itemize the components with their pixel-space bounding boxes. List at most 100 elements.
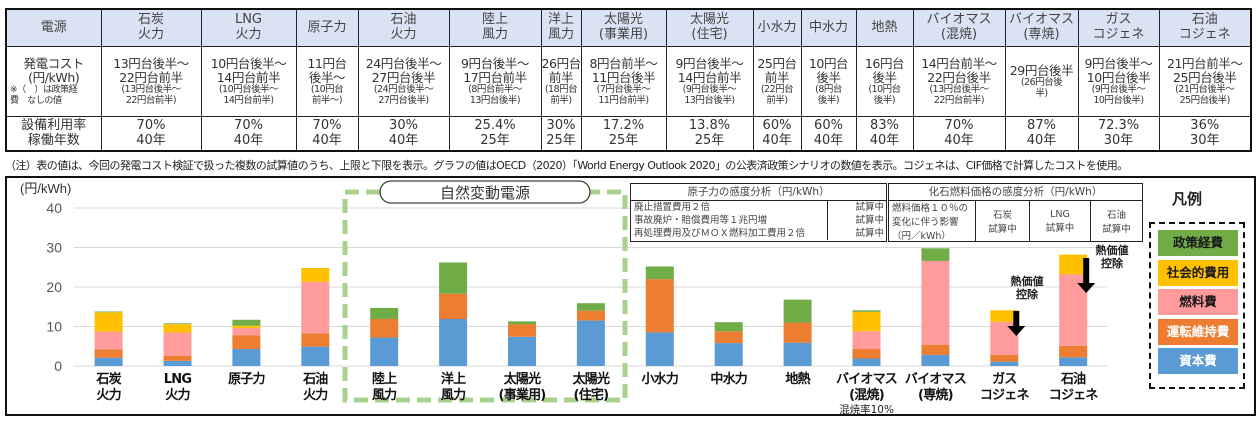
rate-cell: 72.3% 30年 [1077, 116, 1160, 152]
bar-segment-capital [508, 336, 536, 366]
sensitivity-row: 廃止措置費用２倍 試算中 [631, 201, 886, 214]
fuel-value: 試算中 [1045, 222, 1075, 234]
rate-value: 70% [136, 117, 166, 133]
header-text: 太陽光 [603, 12, 643, 28]
cost-range: 9円台後半〜 [675, 55, 744, 71]
rate-value: 25年 [480, 132, 510, 148]
category-label: LNG [164, 372, 192, 387]
bar-segment-social [1059, 254, 1088, 275]
y-axis-label: (円/kWh) [20, 181, 71, 196]
fuel-value: 試算中 [988, 224, 1017, 235]
header-text: 石油 [390, 12, 417, 28]
cost-range-no-policy: 22円台前半) [125, 94, 177, 106]
header-text: 火力 [137, 27, 164, 42]
header-cell: 太陽光 (事業用) [580, 8, 667, 47]
fossil-col-oil: 石油 試算中 [1091, 201, 1142, 241]
header-text: 火力 [235, 27, 262, 42]
bar-segment-policy [852, 310, 881, 312]
cost-range-no-policy: 22円台前半) [933, 94, 985, 106]
category-label: (事業用) [499, 387, 546, 403]
cost-unit: (円/kWh) [28, 70, 80, 86]
bar-segment-fuel [163, 332, 192, 356]
group-label-pill [379, 180, 591, 204]
category-label: 石炭 [95, 371, 121, 387]
rate-cell: 70% 40年 [912, 116, 1006, 152]
down-arrow-icon [1077, 283, 1096, 293]
bar-segment-capital [645, 332, 674, 366]
header-cell: バイオマス (混焼) [912, 8, 1006, 47]
bar-segment-capital [576, 320, 605, 366]
cost-range-no-policy: 前半) [766, 94, 788, 106]
cost-label: 発電コスト [23, 56, 84, 72]
cost-range: 9円台後半〜 [460, 55, 530, 71]
category-label: 小水力 [641, 371, 678, 387]
category-label: ガス [992, 372, 1017, 387]
bar-segment-social [301, 268, 330, 282]
header-text: 石炭 [137, 12, 164, 28]
header-text: 小水力 [757, 19, 797, 35]
bar-segment-policy [508, 321, 536, 325]
bar-segment-social [94, 312, 123, 332]
cost-range: 22円台前半 [119, 69, 183, 85]
cost-range-no-policy: (8円台前半〜 [468, 83, 522, 95]
bar-segment-capital [163, 360, 192, 366]
header-cell: 中水力 [800, 8, 857, 47]
y-tick-label: 20 [46, 279, 62, 295]
y-tick-label: 40 [46, 200, 62, 216]
bar-segment-policy [783, 299, 812, 323]
group-label: 自然変動電源 [440, 184, 530, 202]
rate-cell: 60% 40年 [752, 116, 802, 152]
y-tick-label: 10 [46, 319, 62, 335]
bar-segment-om [645, 279, 674, 333]
cost-range-no-policy: (13円台後半〜 [929, 83, 989, 95]
cost-range-no-policy: 半) [1035, 87, 1048, 99]
fossil-sensitivity-title: 化石燃料価格の感度分析（円/kWh） [889, 184, 1142, 201]
rate-cell: 87% 40年 [1004, 116, 1079, 152]
bar-segment-om [439, 293, 468, 319]
rate-value: 87% [1027, 117, 1056, 133]
bar-segment-social [852, 311, 881, 332]
fossil-col-coal: 石炭 試算中 [976, 201, 1030, 241]
rate-value: 70% [944, 117, 974, 133]
rate-row: 設備利用率 稼働年数 70% 40年 70% 40年 70% 40年 30% 40年 25.4%… [5, 116, 1252, 152]
header-row: 電源 石炭 火力 LNG 火力 原子力 石油 火力 陸上 風力 洋上 風力 太陽光 (事業用) 太陽光 (住… [5, 8, 1252, 47]
header-text: ガス [1105, 12, 1132, 28]
header-cell: 洋上 風力 [540, 8, 582, 47]
cost-range-no-policy: (7円台後半〜 [596, 83, 651, 95]
rate-value: 25年 [608, 132, 639, 148]
cost-range: 前半 [764, 69, 790, 85]
cost-range: 前半 [548, 69, 574, 85]
rate-value: 30年 [1189, 132, 1220, 148]
category-label: (混焼) [849, 387, 884, 403]
heat-value-label: 控除 [1016, 287, 1039, 301]
cost-range: 16円台 [864, 55, 905, 71]
cost-range-no-policy: (18円台 [544, 83, 578, 95]
rate-value: 70% [312, 117, 342, 133]
fossil-col-lng: LNG 試算中 [1030, 201, 1091, 241]
rate-value: 40年 [233, 132, 264, 148]
category-label: 風力 [372, 387, 397, 403]
bar-segment-policy [439, 262, 468, 294]
arrow-shaft [1083, 258, 1090, 284]
cost-range-no-policy: 13円台後半) [469, 94, 521, 106]
rate-label-cell: 設備利用率 稼働年数 [5, 116, 102, 152]
header-cell: 原子力 [295, 8, 359, 47]
footnote: （注）表の値は、今回の発電コスト検証で扱った複数の試算値のうち、上限と下限を表示… [5, 159, 1128, 172]
header-text: (専焼) [1023, 27, 1060, 42]
fuel-name: 石炭 [992, 210, 1012, 221]
bar-segment-capital [439, 318, 468, 366]
cost-range-no-policy: (13円台後半〜 [121, 83, 181, 95]
heat-value-label: 熱価値 [1096, 243, 1129, 257]
category-label: 洋上 [441, 371, 466, 387]
bar-segment-capital [370, 337, 399, 366]
cost-cell: 8円台前半〜 11円台後半 (7円台後半〜 11円台前半) [580, 46, 667, 117]
rate-value: 40年 [762, 132, 792, 148]
rate-cell: 25.4% 25年 [448, 116, 542, 152]
header-text: 風力 [547, 27, 574, 42]
rate-cell: 30% 25年 [540, 116, 582, 152]
cost-range: 8円台前半〜 [589, 55, 658, 71]
cost-cell: 9円台後半〜 14円台前半 (9円台後半〜 13円台後半) [665, 46, 754, 117]
category-label: 石油 [1060, 371, 1086, 387]
bar-segment-om [852, 349, 881, 359]
